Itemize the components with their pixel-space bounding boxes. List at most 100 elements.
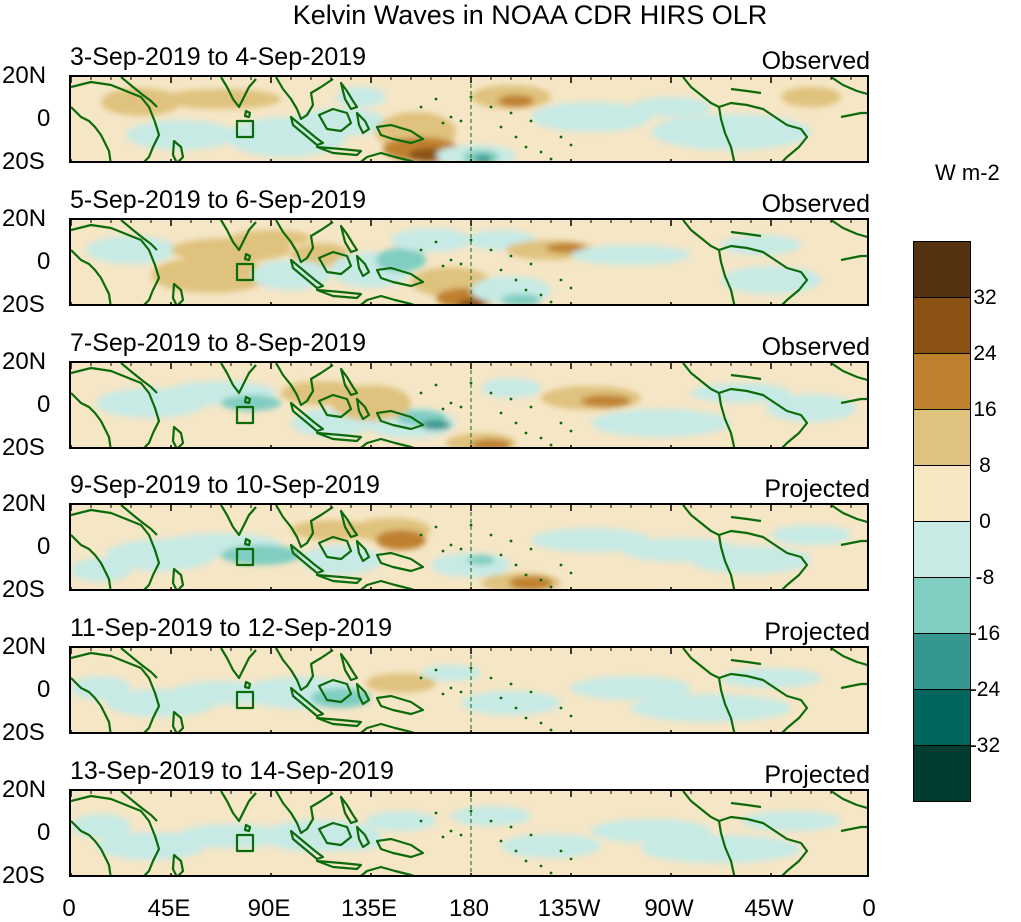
island-dot (489, 819, 493, 823)
coastline (355, 397, 371, 421)
lon-tick-label: 90E (247, 895, 291, 922)
coastline (171, 282, 185, 304)
map-panel (69, 503, 869, 591)
anomaly-contour (721, 235, 801, 255)
olr-anomaly-map (71, 505, 867, 589)
lat-tick-label: 0 (37, 533, 51, 560)
island-dot (529, 690, 533, 694)
island-dot (514, 563, 518, 567)
panel-date-range: 9-Sep-2019 to 10-Sep-2019 (70, 471, 380, 499)
coastline (730, 515, 762, 523)
lon-tick-label: 0 (62, 895, 76, 922)
coastline (315, 145, 363, 157)
coastline (315, 431, 363, 443)
coastline (120, 791, 158, 822)
coastline (840, 539, 867, 547)
colorbar-segment (913, 745, 971, 802)
island-dot (539, 721, 543, 725)
map-panel (69, 789, 869, 877)
anomaly-contour (71, 814, 131, 838)
anomaly-contour (467, 555, 495, 565)
island-dot (559, 849, 563, 853)
island-dot (569, 143, 573, 147)
island-dot (569, 571, 573, 575)
coastline (375, 837, 425, 859)
coastline (317, 107, 353, 133)
anomaly-contour (531, 102, 651, 132)
olr-anomaly-map (71, 77, 867, 161)
lat-tick-label: 20S (2, 576, 45, 603)
coastline (718, 672, 809, 732)
island-dot (419, 248, 423, 252)
coastline (220, 648, 257, 680)
colorbar-segment (913, 465, 971, 522)
island-dot (559, 563, 563, 567)
coastline (275, 363, 334, 407)
figure-title: Kelvin Waves in NOAA CDR HIRS OLR (292, 0, 768, 30)
anomaly-contour (571, 245, 691, 265)
coastline (71, 677, 112, 732)
lat-tick-label: 20S (2, 148, 45, 175)
island-dot (489, 676, 493, 680)
coastline (360, 294, 415, 304)
coastline (235, 833, 255, 853)
coastline (220, 791, 257, 823)
coastline (830, 791, 867, 810)
anomaly-contour (291, 243, 351, 267)
lat-tick-label: 0 (37, 676, 51, 703)
island-dot (434, 668, 438, 672)
island-dot (459, 690, 463, 694)
coastline (718, 101, 809, 161)
island-dot (549, 871, 553, 875)
panel-status: Observed (761, 333, 870, 361)
island-dot (514, 278, 518, 282)
coastline (315, 573, 363, 585)
lat-tick-label: 20S (2, 434, 45, 461)
island-dot (434, 240, 438, 244)
island-dot (509, 254, 513, 258)
coastline (339, 795, 359, 825)
coastline (717, 820, 736, 875)
map-panel (69, 646, 869, 734)
island-dot (449, 829, 453, 833)
coastline (235, 119, 255, 139)
coastline (717, 106, 736, 161)
panel-date-range: 13-Sep-2019 to 14-Sep-2019 (70, 757, 394, 785)
coastline (718, 529, 809, 589)
coastline (289, 401, 325, 433)
coastline (718, 815, 809, 875)
island-dot (434, 811, 438, 815)
island-dot (539, 293, 543, 297)
anomaly-contour (311, 688, 371, 708)
panel-status: Projected (764, 618, 870, 646)
coastline (730, 373, 762, 381)
lat-tick-label: 0 (37, 105, 51, 132)
lat-tick-label: 20N (2, 62, 47, 89)
island-dot (509, 111, 513, 115)
island-dot (514, 421, 518, 425)
coastline (840, 111, 867, 119)
anomaly-contour (498, 95, 534, 107)
island-dot (499, 411, 503, 415)
coastline (171, 853, 185, 875)
panel-status: Projected (764, 761, 870, 789)
colorbar-tick-label: -24 (969, 678, 1001, 701)
island-dot (459, 833, 463, 837)
island-dot (449, 543, 453, 547)
anomaly-contour (151, 257, 271, 293)
coastline (220, 220, 257, 252)
island-dot (524, 145, 528, 149)
map-panel (69, 361, 869, 449)
map-panel (69, 75, 869, 163)
coastline (243, 109, 252, 119)
colorbar-segment (913, 353, 971, 410)
anomaly-contour (451, 806, 531, 826)
lat-tick-label: 20S (2, 862, 45, 889)
coastline (360, 437, 415, 447)
anomaly-contour (721, 266, 821, 294)
island-dot (441, 835, 445, 839)
colorbar-tick-label: 8 (979, 454, 991, 477)
coastline (355, 111, 371, 135)
colorbar-segment (913, 409, 971, 466)
anomaly-contour (461, 691, 561, 715)
